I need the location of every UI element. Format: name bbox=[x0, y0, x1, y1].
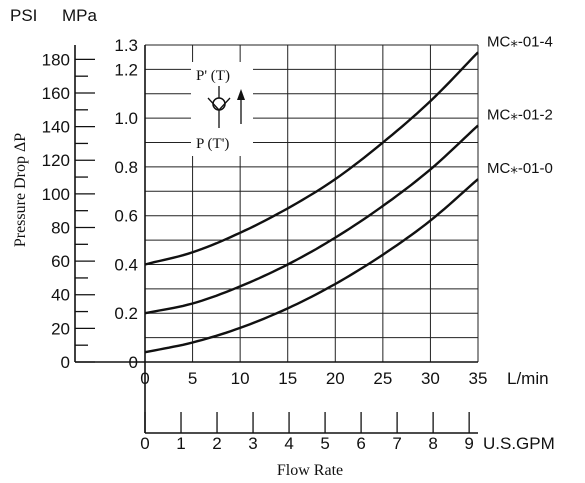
gpm-tick-labels: 0 1 2 3 4 5 6 7 8 9 bbox=[140, 434, 474, 453]
gpm-tick-label: 4 bbox=[284, 434, 293, 453]
psi-tick-label: 0 bbox=[61, 353, 70, 372]
series-label: MC⁎-01-2 bbox=[487, 106, 553, 123]
gpm-unit-label: U.S.GPM bbox=[483, 434, 555, 453]
lmin-unit-label: L/min bbox=[507, 369, 549, 388]
series-line bbox=[144, 51, 479, 266]
lmin-tick-label: 30 bbox=[421, 369, 440, 388]
lmin-tick-label: 0 bbox=[140, 369, 149, 388]
y-axis-title: Pressure Drop ΔP bbox=[12, 133, 29, 247]
gpm-tick-label: 7 bbox=[392, 434, 401, 453]
lmin-tick-label: 20 bbox=[326, 369, 345, 388]
psi-unit-label: PSI bbox=[10, 6, 37, 25]
gpm-tick-label: 9 bbox=[464, 434, 473, 453]
mpa-tick-label: 1.0 bbox=[114, 109, 138, 128]
flow-arrow-icon bbox=[237, 89, 245, 100]
check-valve-symbol: P' (T) P (T') bbox=[191, 62, 253, 156]
series-line bbox=[144, 178, 479, 354]
mpa-tick-label: 0 bbox=[129, 353, 138, 372]
mpa-tick-label: 0.8 bbox=[114, 158, 138, 177]
x-axis-title: Flow Rate bbox=[277, 462, 343, 479]
mpa-tick-label: 0.4 bbox=[114, 255, 138, 274]
mpa-unit-label: MPa bbox=[62, 6, 98, 25]
psi-tick-label: 20 bbox=[51, 319, 70, 338]
lmin-tick-label: 5 bbox=[188, 369, 197, 388]
mpa-tick-label: 0.2 bbox=[114, 304, 138, 323]
lmin-tick-label: 15 bbox=[278, 369, 297, 388]
lmin-tick-labels: 0 5 10 15 20 25 30 35 bbox=[140, 369, 487, 388]
lmin-tick-label: 25 bbox=[373, 369, 392, 388]
psi-tick-label: 80 bbox=[51, 218, 70, 237]
gpm-tick-label: 6 bbox=[356, 434, 365, 453]
psi-tick-label: 40 bbox=[51, 286, 70, 305]
series-lines bbox=[144, 51, 479, 354]
psi-tick-label: 60 bbox=[51, 252, 70, 271]
mpa-tick-label: 1.3 bbox=[114, 36, 138, 55]
lmin-tick-label: 10 bbox=[231, 369, 250, 388]
series-line bbox=[144, 124, 479, 315]
lmin-tick-label: 35 bbox=[469, 369, 488, 388]
valve-ball-icon bbox=[212, 97, 226, 111]
grid bbox=[145, 44, 479, 362]
gpm-tick-label: 8 bbox=[428, 434, 437, 453]
port-bottom-label: P (T') bbox=[196, 136, 229, 152]
gpm-tick-label: 5 bbox=[320, 434, 329, 453]
mpa-tick-labels: 0 0.2 0.4 0.6 0.8 1.0 1.2 1.3 bbox=[114, 36, 138, 372]
mpa-tick-label: 1.2 bbox=[114, 60, 138, 79]
psi-tick-label: 120 bbox=[42, 151, 70, 170]
gpm-tick-label: 1 bbox=[176, 434, 185, 453]
psi-tick-label: 180 bbox=[42, 50, 70, 69]
gpm-tick-label: 3 bbox=[248, 434, 257, 453]
psi-tick-label: 160 bbox=[42, 84, 70, 103]
axes bbox=[74, 45, 478, 434]
gpm-tick-label: 2 bbox=[212, 434, 221, 453]
mpa-tick-label: 0.6 bbox=[114, 207, 138, 226]
series-labels: MC⁎-01-4 MC⁎-01-2 MC⁎-01-0 bbox=[487, 33, 553, 177]
psi-tick-label: 140 bbox=[42, 118, 70, 137]
gpm-tick-label: 0 bbox=[140, 434, 149, 453]
psi-tick-labels: 0 20 40 60 80 100 120 140 160 180 bbox=[42, 50, 70, 372]
series-label: MC⁎-01-0 bbox=[487, 160, 553, 177]
psi-tick-label: 100 bbox=[42, 185, 70, 204]
series-label: MC⁎-01-4 bbox=[487, 33, 553, 50]
port-top-label: P' (T) bbox=[196, 68, 230, 84]
